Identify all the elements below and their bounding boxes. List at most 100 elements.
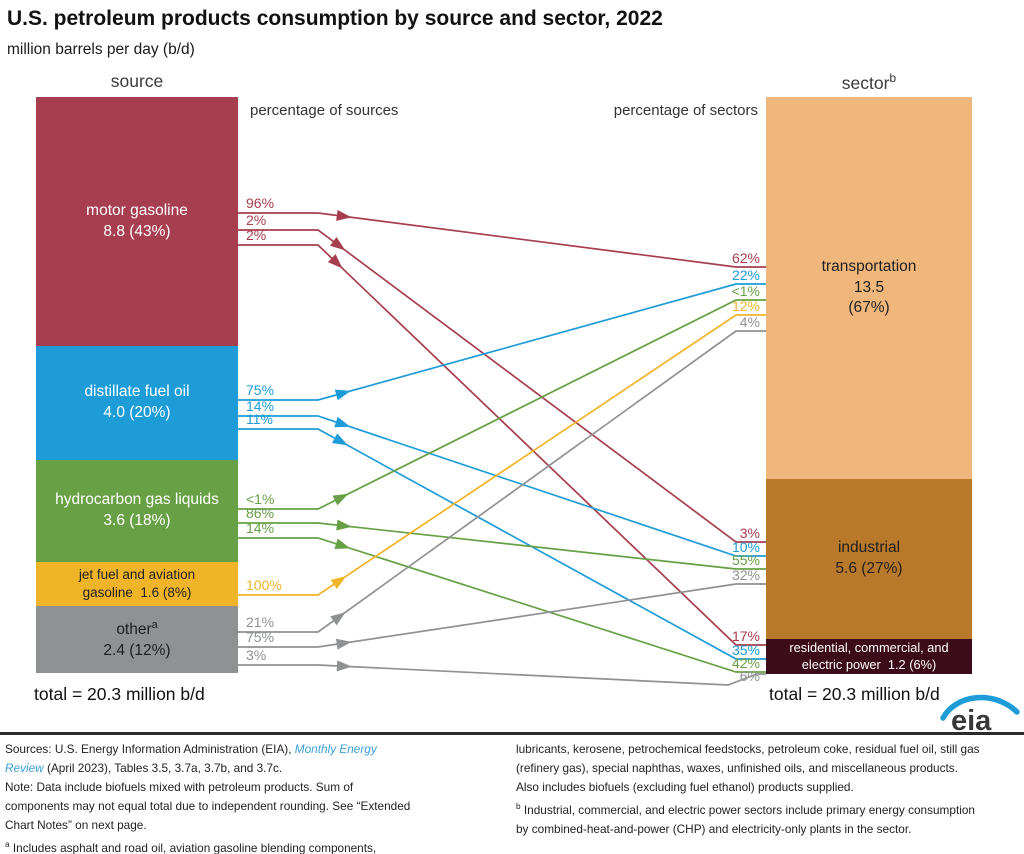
footnote-a-continued: lubricants, kerosene, petrochemical feed… (516, 742, 980, 756)
flow-line (238, 583, 766, 648)
sector-value: 5.6 (27%) (835, 560, 903, 577)
source-block-hydrocarbon-gas-liquids: hydrocarbon gas liquids 3.6 (18%) (36, 460, 238, 562)
flow-line (238, 537, 766, 673)
pct-of-sector-label: 12% (732, 298, 760, 314)
flow-line (238, 299, 766, 510)
footer-right-column: lubricants, kerosene, petrochemical feed… (516, 740, 1018, 839)
footnote-b-text: by combined-heat-and-power (CHP) and ele… (516, 821, 912, 836)
flow-line (238, 330, 766, 633)
flow-arrow-icon (334, 389, 351, 401)
source-block-jet-fuel: jet fuel and aviation gasoline 1.6 (8%) (36, 562, 238, 606)
pct-of-sector-label: 4% (740, 314, 760, 330)
footnote-a-continued: (refinery gas), special naphthas, waxes,… (516, 761, 958, 775)
pct-of-sector-label: 17% (732, 628, 760, 644)
source-value: 8.8 (43%) (103, 222, 171, 240)
flow-line (238, 212, 766, 268)
eia-logo-swoosh-icon (940, 694, 1020, 721)
sources-text: Sources: U.S. Energy Information Adminis… (5, 742, 295, 756)
page-title: U.S. petroleum products consumption by s… (7, 7, 663, 30)
sector-block-residential-commercial-electric: residential, commercial, and electric po… (766, 639, 972, 674)
footnote-a-marker: a (5, 840, 10, 849)
sector-footnote-marker: b (889, 71, 897, 85)
source-block-other: othera 2.4 (12%) (36, 606, 238, 673)
source-value: 4.0 (20%) (103, 404, 171, 421)
source-column-header: source (110, 71, 164, 91)
sector-name: transportation (821, 257, 917, 275)
pct-of-sector-label: 6% (740, 668, 760, 684)
monthly-energy-review-link[interactable]: Review (5, 761, 44, 775)
pct-of-sector-label: 10% (732, 539, 760, 555)
sector-name: industrial (837, 539, 901, 557)
footnote-a-text: Includes asphalt and road oil, aviation … (9, 840, 377, 854)
footer-left-column: Sources: U.S. Energy Information Adminis… (5, 740, 505, 854)
residential-label: residential, commercial, and electric po… (789, 639, 949, 672)
source-name: distillate fuel oil (84, 383, 190, 401)
flow-arrow-icon (332, 493, 349, 506)
flow-arrow-icon (327, 254, 343, 269)
pct-of-source-label: 100% (246, 577, 282, 593)
pct-of-source-label: 96% (246, 195, 274, 211)
eia-logo-text: eia (951, 705, 992, 734)
monthly-energy-review-link[interactable]: Monthly Energy (294, 742, 377, 756)
flow-arrow-icon (331, 433, 348, 446)
sources-text: (April 2023), Tables 3.5, 3.7a, 3.7b, an… (43, 761, 283, 775)
pct-of-source-label: 14% (246, 520, 274, 536)
flow-line (238, 522, 766, 570)
flow-arrow-icon (336, 660, 352, 672)
flow-arrow-icon (336, 519, 352, 531)
flow-line (238, 244, 766, 646)
pct-of-source-label: 14% (246, 398, 274, 414)
flow-line (238, 415, 766, 557)
flow-line (238, 229, 766, 543)
source-name: hydrocarbon gas liquids (55, 491, 219, 509)
pct-of-source-label: <1% (246, 491, 274, 507)
units-subtitle: million barrels per day (b/d) (7, 41, 195, 58)
note-text: Note: Data include biofuels mixed with p… (5, 780, 354, 794)
flow-arrow-icon (330, 612, 346, 626)
flow-arrow-icon (329, 236, 346, 251)
flow-arrow-icon (334, 538, 351, 550)
flow-line (238, 664, 766, 686)
eia-logo: eia (940, 694, 1020, 734)
note-text: components may not equal total due to in… (5, 799, 411, 813)
other-footnote-marker: a (151, 618, 158, 631)
jet-fuel-label: jet fuel and aviation gasoline 1.6 (8%) (78, 567, 196, 600)
sector-block-industrial: industrial 5.6 (27%) (766, 479, 972, 639)
sector-value: 13.5 (853, 278, 885, 296)
total-source-label: total = 20.3 million b/d (34, 684, 205, 704)
source-value: 3.6 (18%) (103, 512, 171, 529)
flow-line (238, 283, 766, 401)
pct-of-sector-label: 62% (732, 250, 760, 266)
pct-of-sector-label: 55% (732, 552, 760, 568)
pct-of-source-label: 75% (246, 629, 274, 645)
percentage-of-sources-label: percentage of sources (250, 102, 399, 119)
pct-of-sector-label: 32% (732, 567, 760, 583)
note-text: Chart Notes” on next page. (5, 818, 147, 832)
pct-of-source-label: 3% (246, 647, 266, 663)
footnote-b-text: Industrial, commercial, and electric pow… (520, 802, 975, 817)
pct-of-source-label: 21% (246, 614, 274, 630)
flow-line (238, 428, 766, 660)
source-name: othera (116, 618, 158, 638)
flow-arrow-icon (336, 209, 352, 221)
pct-of-sector-label: 3% (740, 525, 760, 541)
pct-of-source-label: 2% (246, 227, 266, 243)
flow-arrow-icon (335, 638, 352, 650)
pct-of-sector-label: 22% (732, 267, 760, 283)
total-sector-label: total = 20.3 million b/d (769, 684, 940, 704)
pct-of-source-label: 86% (246, 505, 274, 521)
percentage-of-sectors-label: percentage of sectors (613, 102, 758, 119)
pct-of-sector-label: <1% (732, 283, 760, 299)
source-block-distillate-fuel-oil: distillate fuel oil 4.0 (20%) (36, 346, 238, 460)
pct-of-source-label: 2% (246, 212, 266, 228)
sector-block-transportation: transportation 13.5 (67%) (766, 97, 972, 479)
footnote-b-marker: b (516, 802, 521, 811)
pct-of-source-label: 75% (246, 382, 274, 398)
pct-of-sector-label: 35% (732, 642, 760, 658)
pct-of-sector-label: 42% (732, 655, 760, 671)
flow-arrow-icon (330, 576, 347, 589)
sector-column-header: sectorb (841, 71, 897, 93)
pct-of-source-label: 11% (246, 411, 273, 427)
footer-divider-line (0, 732, 1024, 735)
